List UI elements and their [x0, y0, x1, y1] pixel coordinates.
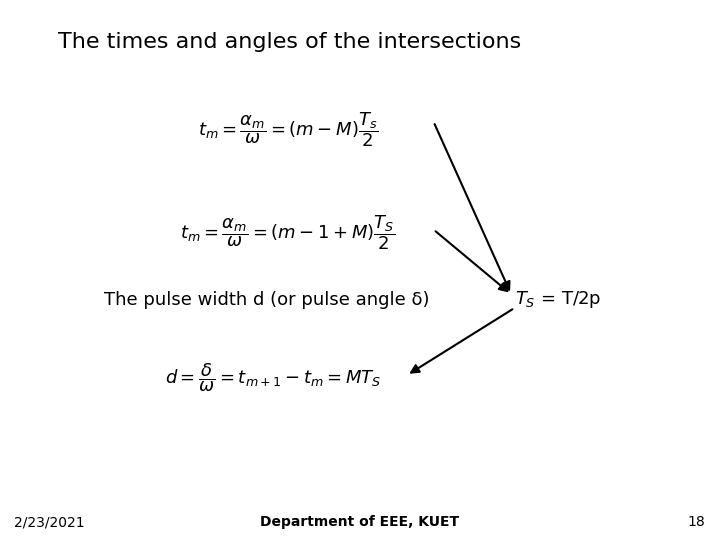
Text: $d = \dfrac{\delta}{\omega} = t_{m+1} - t_m = MT_S$: $d = \dfrac{\delta}{\omega} = t_{m+1} - … [166, 362, 382, 394]
Text: 2/23/2021: 2/23/2021 [14, 515, 85, 529]
Text: $T_S$ = T/2p: $T_S$ = T/2p [515, 289, 601, 310]
Text: Department of EEE, KUET: Department of EEE, KUET [261, 515, 459, 529]
Text: 18: 18 [688, 515, 706, 529]
Text: The pulse width d (or pulse angle δ): The pulse width d (or pulse angle δ) [104, 291, 429, 309]
Text: $t_m = \dfrac{\alpha_m}{\omega} = (m - M)\dfrac{T_s}{2}$: $t_m = \dfrac{\alpha_m}{\omega} = (m - M… [198, 110, 378, 149]
Text: The times and angles of the intersections: The times and angles of the intersection… [58, 32, 521, 52]
Text: $t_m = \dfrac{\alpha_m}{\omega} = (m - 1 + M)\dfrac{T_S}{2}$: $t_m = \dfrac{\alpha_m}{\omega} = (m - 1… [181, 213, 395, 252]
